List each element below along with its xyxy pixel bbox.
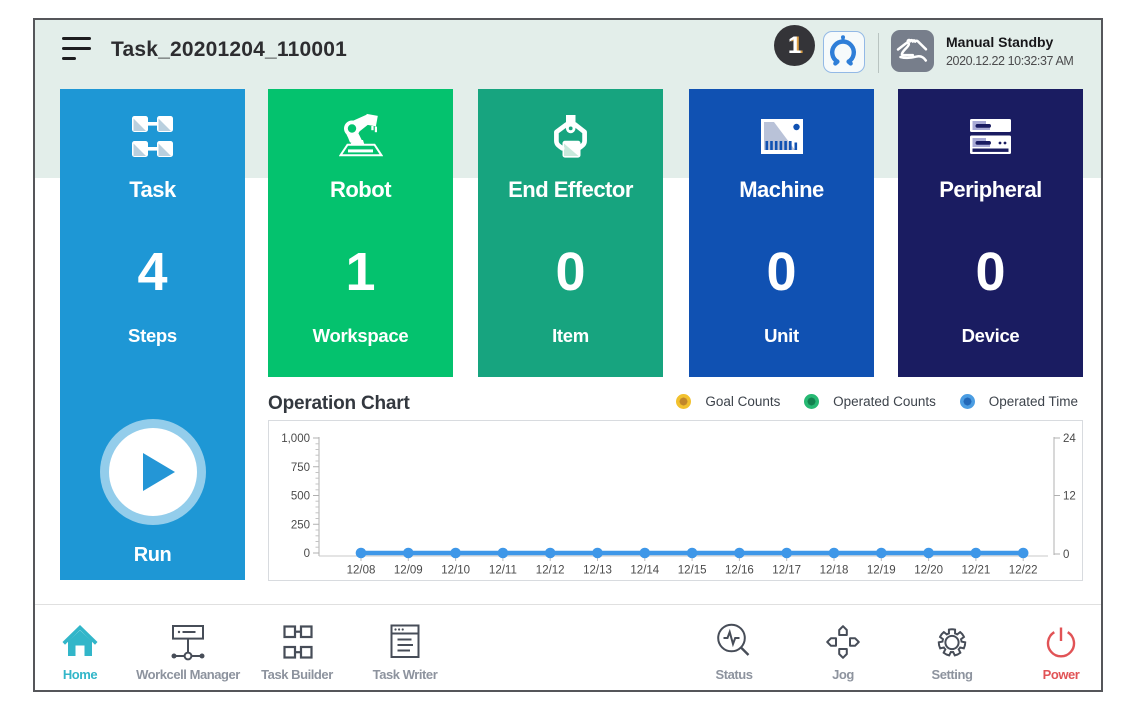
svg-text:12/08: 12/08 — [347, 565, 376, 577]
svg-text:12/11: 12/11 — [489, 565, 517, 577]
svg-text:0: 0 — [1063, 549, 1069, 561]
svg-text:12: 12 — [1063, 491, 1076, 503]
svg-text:24: 24 — [1063, 433, 1076, 445]
svg-text:12/12: 12/12 — [536, 565, 565, 577]
svg-text:12/18: 12/18 — [820, 565, 849, 577]
svg-text:12/21: 12/21 — [962, 565, 991, 577]
svg-text:12/19: 12/19 — [867, 565, 896, 577]
svg-text:500: 500 — [291, 491, 310, 503]
svg-text:12/15: 12/15 — [678, 565, 707, 577]
svg-text:12/16: 12/16 — [725, 565, 754, 577]
svg-text:0: 0 — [304, 548, 310, 560]
svg-text:12/14: 12/14 — [630, 565, 659, 577]
svg-text:12/09: 12/09 — [394, 565, 423, 577]
svg-text:12/22: 12/22 — [1009, 565, 1038, 577]
svg-text:12/17: 12/17 — [772, 565, 801, 577]
svg-text:12/20: 12/20 — [914, 565, 943, 577]
svg-text:750: 750 — [291, 462, 310, 474]
svg-text:12/13: 12/13 — [583, 565, 612, 577]
svg-text:12/10: 12/10 — [441, 565, 470, 577]
svg-text:1,000: 1,000 — [281, 433, 310, 445]
svg-text:250: 250 — [291, 519, 310, 531]
